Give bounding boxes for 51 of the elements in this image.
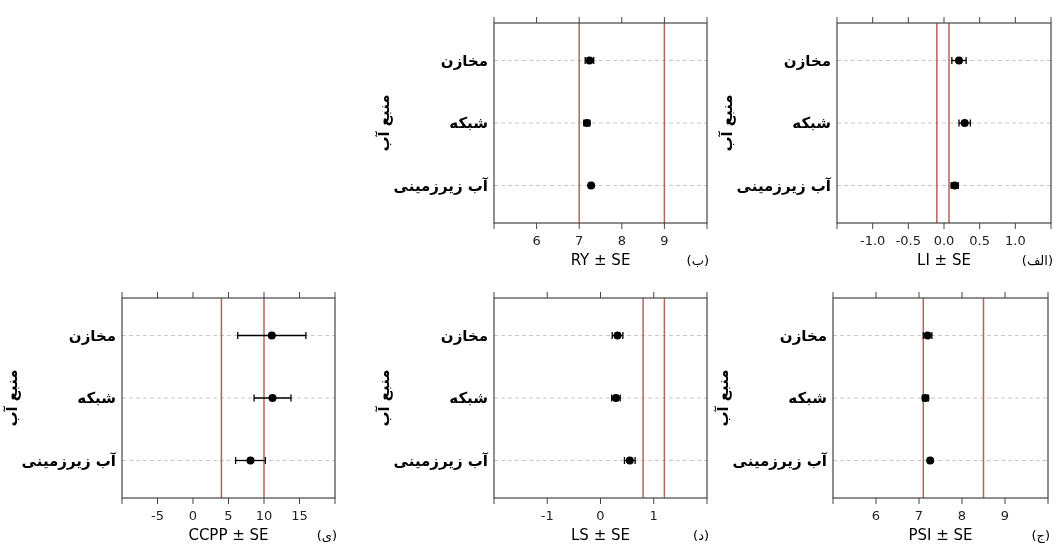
x-tick-label: 15 <box>291 508 308 523</box>
y-tick-label: شبکه <box>792 114 831 132</box>
x-axis-title: LI ± SE <box>917 251 971 269</box>
y-tick-label: مخازن <box>783 51 831 70</box>
text: (ب) <box>686 253 709 268</box>
text: (ج) <box>1031 528 1050 544</box>
x-tick-label: -1 <box>540 508 554 523</box>
y-tick-label: مخازن <box>440 326 488 345</box>
y-tick-label: شبکه <box>449 114 488 132</box>
x-tick-label: 8 <box>617 233 626 248</box>
x-tick-label: 9 <box>660 233 669 248</box>
y-axis-title: منبع آب <box>714 369 732 427</box>
x-tick-label: -1.0 <box>859 233 886 248</box>
y-tick-label: آب زیرزمینی <box>393 176 489 195</box>
x-tick-label: 1 <box>649 508 658 523</box>
x-tick-label: 6 <box>532 233 541 248</box>
x-tick-label: 7 <box>914 508 924 523</box>
y-axis-title: منبع آب <box>375 369 393 427</box>
x-tick-label: 9 <box>1000 508 1010 523</box>
y-axis-title: منبع آب <box>718 94 736 152</box>
y-axis-title: منبع آب <box>375 94 393 152</box>
y-tick-label: آب زیرزمینی <box>732 451 828 470</box>
x-tick-label: 8 <box>957 508 967 523</box>
x-tick-label: 5 <box>224 508 233 523</box>
y-tick-label: آب زیرزمینی <box>393 451 489 470</box>
x-axis-title: PSI ± SE <box>908 526 973 544</box>
y-tick-label: مخازن <box>440 51 488 70</box>
x-tick-label: 7 <box>575 233 584 248</box>
x-axis-title: CCPP ± SE <box>188 526 269 544</box>
y-tick-label: شبکه <box>77 389 116 407</box>
x-tick-label: 0.5 <box>969 233 991 248</box>
text: (ی) <box>316 528 337 543</box>
y-tick-label: مخازن <box>68 326 116 345</box>
x-tick-label: -0.5 <box>895 233 922 248</box>
y-tick-label: آب زیرزمینی <box>736 176 832 195</box>
x-axis-title: RY ± SE <box>570 251 631 269</box>
y-tick-label: شبکه <box>449 389 488 407</box>
y-tick-label: شبکه <box>788 389 827 407</box>
x-tick-label: -5 <box>151 508 164 523</box>
x-tick-label: 0.0 <box>933 233 955 248</box>
text: (د) <box>693 528 709 543</box>
x-tick-label: 10 <box>255 508 273 523</box>
text: (الف) <box>1021 253 1053 268</box>
x-axis-title: LS ± SE <box>571 526 630 544</box>
y-tick-label: مخازن <box>779 326 827 345</box>
x-tick-label: 1.0 <box>1004 233 1026 248</box>
x-tick-label: 6 <box>871 508 881 523</box>
x-tick-label: 0 <box>596 508 605 523</box>
x-tick-label: 0 <box>188 508 198 523</box>
y-tick-label: آب زیرزمینی <box>21 451 117 470</box>
y-axis-title: منبع آب <box>3 369 21 427</box>
